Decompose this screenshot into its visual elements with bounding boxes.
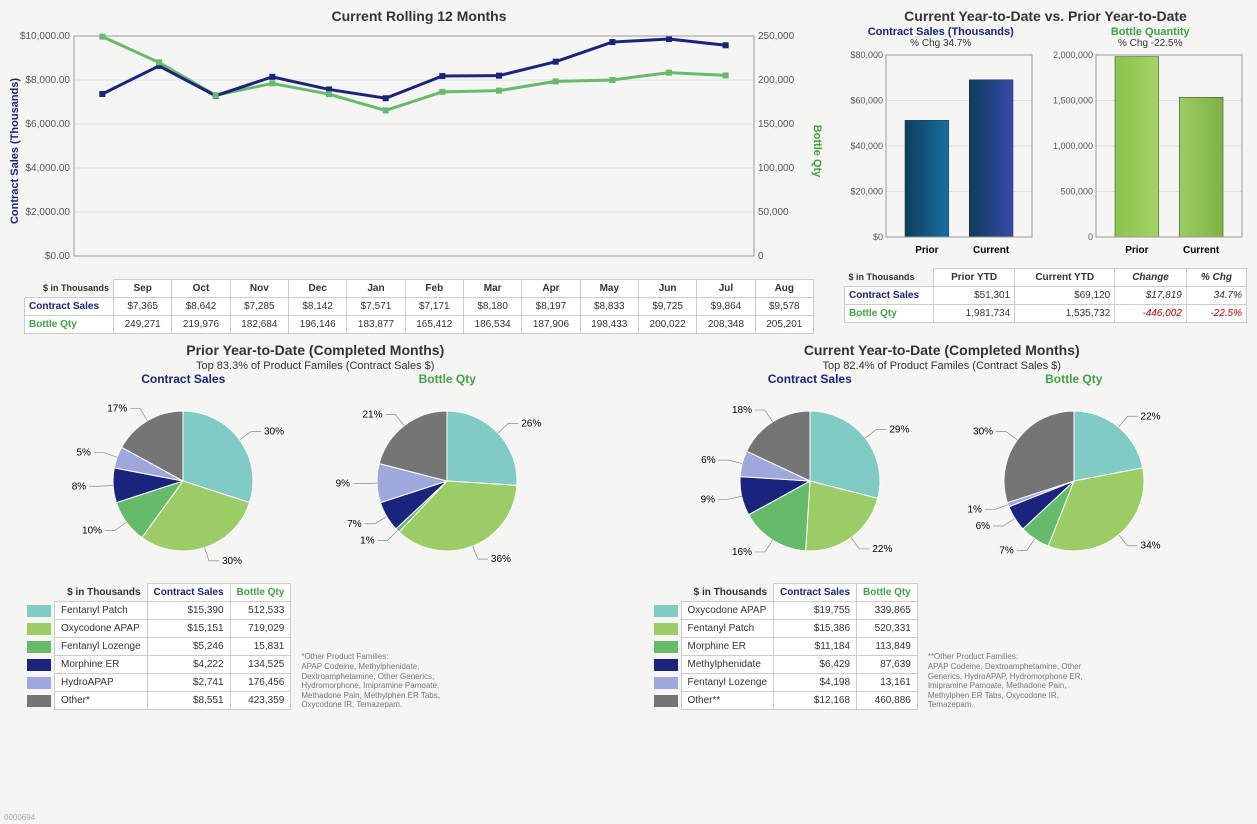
svg-text:16%: 16%: [732, 547, 752, 558]
pytd-contract-pie: 30% 30% 10% 8% 5% 17%: [53, 386, 313, 579]
pytd-product-table: $ in ThousandsContract SalesBottle QtyFe…: [24, 579, 291, 710]
svg-text:1,500,000: 1,500,000: [1052, 96, 1092, 106]
ytd-title: Current Year-to-Date vs. Prior Year-to-D…: [838, 8, 1253, 24]
svg-text:18%: 18%: [732, 405, 752, 416]
current-ytd-panel: Current Year-to-Date (Completed Months) …: [631, 338, 1254, 710]
cytd-bottle-pie: 22% 34% 7% 6% 1% 30%: [944, 386, 1204, 579]
cytd-contract-pie: 29% 22% 16% 9% 6% 18%: [680, 386, 940, 579]
ytd-compare-panel: Current Year-to-Date vs. Prior Year-to-D…: [838, 4, 1253, 334]
cytd-contract-label: Contract Sales: [680, 372, 940, 386]
svg-text:$20,000: $20,000: [850, 187, 883, 197]
svg-text:$4,000.00: $4,000.00: [26, 163, 71, 174]
svg-text:10%: 10%: [82, 525, 102, 536]
svg-text:6%: 6%: [975, 521, 990, 532]
rolling-data-table: $ in ThousandsSepOctNovDecJanFebMarAprMa…: [4, 279, 834, 334]
svg-text:0: 0: [758, 251, 764, 262]
dashboard-page: Current Rolling 12 Months $0.00 0 $2,000.0…: [0, 0, 1257, 824]
svg-text:Contract Sales (Thousands): Contract Sales (Thousands): [9, 78, 21, 224]
svg-text:29%: 29%: [889, 425, 909, 436]
svg-text:Bottle Qty: Bottle Qty: [811, 125, 823, 178]
cytd-subtitle: Top 82.4% of Product Familes (Contract S…: [631, 360, 1254, 372]
cytd-bottle-label: Bottle Qty: [944, 372, 1204, 386]
svg-text:$0: $0: [873, 232, 883, 242]
svg-text:200,000: 200,000: [758, 75, 795, 86]
contract-bar-chart: $0 $20,000 $40,000 $60,000 $80,000 Prior Curre…: [838, 49, 1044, 262]
rolling-title: Current Rolling 12 Months: [4, 8, 834, 24]
svg-text:Current: Current: [973, 245, 1010, 256]
svg-text:100,000: 100,000: [758, 163, 795, 174]
svg-text:21%: 21%: [363, 410, 383, 421]
svg-text:Current: Current: [1183, 245, 1220, 256]
svg-text:$6,000.00: $6,000.00: [26, 119, 71, 130]
svg-text:500,000: 500,000: [1060, 187, 1093, 197]
cytd-footnote: **Other Product Families: APAP Codeine, …: [928, 652, 1088, 710]
svg-text:2,000,000: 2,000,000: [1052, 50, 1092, 60]
pytd-bottle-label: Bottle Qty: [317, 372, 577, 386]
pytd-subtitle: Top 83.3% of Product Familes (Contract S…: [4, 360, 627, 372]
cytd-footnote-text: APAP Codeine, Dextroamphetamine, Other G…: [928, 662, 1083, 709]
svg-text:36%: 36%: [491, 554, 511, 565]
svg-text:$2,000.00: $2,000.00: [26, 207, 71, 218]
svg-text:Prior: Prior: [915, 245, 938, 256]
pytd-footnote-text: APAP Codeine, Methylphenidate, Dextroamp…: [301, 662, 440, 709]
cytd-product-table: $ in ThousandsContract SalesBottle QtyOx…: [651, 579, 918, 710]
pytd-contract-label: Contract Sales: [53, 372, 313, 386]
pytd-footnote: *Other Product Families: APAP Codeine, M…: [301, 652, 461, 710]
rolling-line-chart: $0.00 0 $2,000.00 50,000 $4,000.00 100,000 $6,…: [4, 26, 834, 279]
bottle-bar-chart-wrap: Bottle Quantity % Chg -22.5% 0 500,000 1,0…: [1048, 26, 1254, 262]
pytd-bottle-pie: 26% 36% 1% 7% 9% 21%: [317, 386, 577, 579]
svg-text:22%: 22%: [1140, 411, 1160, 422]
svg-text:1,000,000: 1,000,000: [1052, 141, 1092, 151]
cytd-footnote-title: **Other Product Families:: [928, 652, 1018, 661]
svg-text:$10,000.00: $10,000.00: [20, 31, 70, 42]
cytd-title: Current Year-to-Date (Completed Months): [631, 342, 1254, 358]
svg-text:17%: 17%: [107, 404, 127, 415]
bottle-bar-title: Bottle Quantity: [1048, 26, 1254, 38]
page-code: 0000694: [4, 813, 35, 822]
prior-ytd-panel: Prior Year-to-Date (Completed Months) To…: [4, 338, 627, 710]
contract-bar-title: Contract Sales (Thousands): [838, 26, 1044, 38]
svg-text:30%: 30%: [973, 427, 993, 438]
svg-text:$80,000: $80,000: [850, 50, 883, 60]
svg-text:0: 0: [1087, 232, 1092, 242]
svg-text:8%: 8%: [72, 481, 87, 492]
svg-text:9%: 9%: [336, 479, 351, 490]
pytd-footnote-title: *Other Product Families:: [301, 652, 388, 661]
bottle-pctchg: % Chg -22.5%: [1048, 38, 1254, 49]
svg-text:$60,000: $60,000: [850, 96, 883, 106]
svg-text:34%: 34%: [1140, 541, 1160, 552]
svg-text:30%: 30%: [264, 427, 284, 438]
svg-text:6%: 6%: [701, 455, 716, 466]
svg-text:1%: 1%: [967, 504, 982, 515]
svg-text:7%: 7%: [347, 519, 362, 530]
svg-text:150,000: 150,000: [758, 119, 795, 130]
svg-text:1%: 1%: [360, 535, 375, 546]
contract-pctchg: % Chg 34.7%: [838, 38, 1044, 49]
contract-bar-chart-wrap: Contract Sales (Thousands) % Chg 34.7% $…: [838, 26, 1044, 262]
svg-text:250,000: 250,000: [758, 31, 795, 42]
svg-text:Prior: Prior: [1125, 245, 1148, 256]
pytd-title: Prior Year-to-Date (Completed Months): [4, 342, 627, 358]
svg-text:26%: 26%: [521, 418, 541, 429]
svg-text:50,000: 50,000: [758, 207, 789, 218]
bottle-bar-chart: 0 500,000 1,000,000 1,500,000 2,000,000 Prior…: [1048, 49, 1254, 262]
svg-text:$0.00: $0.00: [45, 251, 70, 262]
svg-text:30%: 30%: [222, 556, 242, 567]
svg-text:7%: 7%: [999, 545, 1014, 556]
svg-text:$40,000: $40,000: [850, 141, 883, 151]
ytd-table: $ in ThousandsPrior YTDCurrent YTDChange…: [838, 268, 1253, 323]
rolling-12-panel: Current Rolling 12 Months $0.00 0 $2,000.0…: [4, 4, 834, 334]
svg-text:9%: 9%: [700, 494, 715, 505]
svg-text:5%: 5%: [77, 448, 92, 459]
svg-text:22%: 22%: [872, 544, 892, 555]
svg-text:$8,000.00: $8,000.00: [26, 75, 71, 86]
